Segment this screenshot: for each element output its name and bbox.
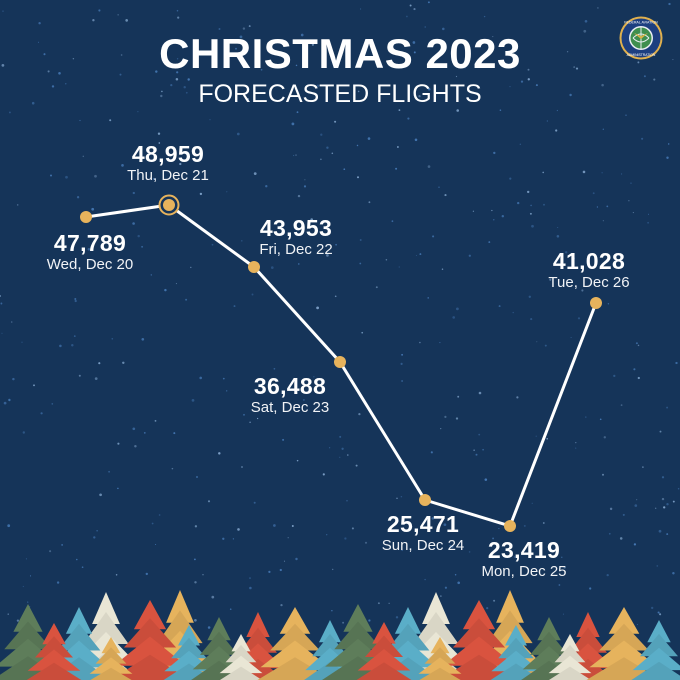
data-point-marker[interactable]: [590, 297, 602, 309]
data-label-value: 25,471: [386, 511, 460, 537]
data-point-marker[interactable]: [334, 356, 346, 368]
data-label-fri-dec-22: 43,953 Fri, Dec 22: [226, 215, 366, 259]
data-label-value: 48,959: [131, 141, 205, 167]
data-point-marker[interactable]: [504, 520, 516, 532]
page-title: CHRISTMAS 2023: [159, 30, 521, 77]
data-label-day: Fri, Dec 22: [259, 241, 333, 258]
data-point-marker[interactable]: [248, 261, 260, 273]
data-label-value: 41,028: [552, 248, 626, 274]
data-label-sat-dec-23: 36,488 Sat, Dec 23: [220, 373, 360, 417]
page-subtitle: FORECASTED FLIGHTS: [198, 80, 482, 108]
data-point-marker[interactable]: [419, 494, 431, 506]
tree-icon: [110, 600, 190, 680]
data-label-value: 43,953: [259, 215, 333, 241]
tree-icon: [548, 634, 592, 680]
data-label-day: Mon, Dec 25: [481, 563, 567, 580]
data-label-wed-dec-20: 47,789 Wed, Dec 20: [20, 230, 160, 274]
faa-seal-icon: FEDERAL AVIATION ADMINISTRATION: [619, 16, 663, 60]
data-label-value: 23,419: [487, 537, 561, 563]
tree-icon: [89, 637, 133, 680]
data-label-tue-dec-26: 41,028 Tue, Dec 26: [519, 248, 659, 292]
data-point-marker[interactable]: [163, 199, 175, 211]
tree-icon: [521, 617, 577, 680]
svg-text:FEDERAL AVIATION: FEDERAL AVIATION: [624, 21, 658, 25]
data-label-thu-dec-21: 48,959 Thu, Dec 21: [98, 141, 238, 185]
data-point-marker[interactable]: [80, 211, 92, 223]
data-label-sun-dec-24: 25,471 Sun, Dec 24: [353, 511, 493, 555]
data-label-value: 47,789: [53, 230, 127, 256]
svg-text:ADMINISTRATION: ADMINISTRATION: [627, 53, 656, 57]
tree-icon: [418, 637, 462, 680]
data-label-day: Wed, Dec 20: [46, 256, 134, 273]
tree-icon: [219, 634, 263, 680]
data-label-day: Sat, Dec 23: [250, 399, 330, 416]
tree-icon: [356, 622, 412, 680]
data-label-day: Tue, Dec 26: [548, 274, 630, 291]
data-label-value: 36,488: [253, 373, 327, 399]
tree-icon: [631, 620, 680, 680]
data-label-day: Thu, Dec 21: [127, 167, 209, 184]
tree-icon: [26, 623, 82, 680]
data-label-mon-dec-25: 23,419 Mon, Dec 25: [454, 537, 594, 581]
data-label-day: Sun, Dec 24: [381, 537, 465, 554]
